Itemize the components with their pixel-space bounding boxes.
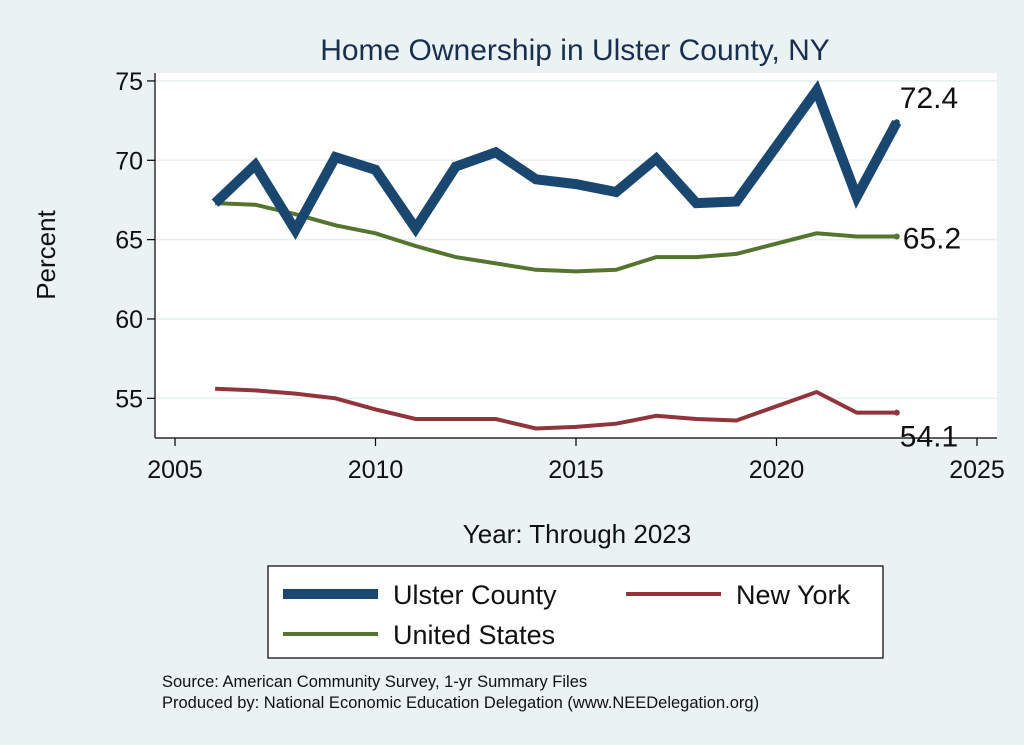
end-label-new-york: 54.1: [900, 421, 958, 454]
chart-title: Home Ownership in Ulster County, NY: [320, 34, 830, 67]
series-lines: [211, 80, 902, 431]
axis-ticks: 55 60 65 70 75 2005 2010 2015 2020 2025: [115, 68, 1005, 484]
y-tick-label: 65: [115, 227, 143, 255]
end-point-new-york: [893, 409, 900, 416]
x-tick-label: 2015: [548, 456, 604, 484]
series-line-ulster-county: [211, 80, 902, 241]
x-tick-label: 2010: [348, 456, 404, 484]
x-tick-label: 2020: [749, 456, 805, 484]
y-tick-label: 60: [115, 306, 143, 334]
x-tick-label: 2005: [147, 456, 203, 484]
x-axis-title: Year: Through 2023: [463, 519, 691, 549]
end-point-ulster-county: [893, 119, 900, 126]
legend-label-new-york: New York: [736, 580, 851, 610]
plot-area: [155, 73, 997, 438]
y-tick-label: 75: [115, 68, 143, 96]
series-line-united-states: [215, 201, 897, 274]
x-tick-label: 2025: [949, 456, 1005, 484]
series-line-new-york: [215, 386, 897, 431]
y-axis-title: Percent: [31, 209, 61, 299]
source-note: Source: American Community Survey, 1-yr …: [162, 673, 587, 691]
y-tick-label: 70: [115, 147, 143, 175]
produced-note: Produced by: National Economic Education…: [162, 694, 759, 712]
legend: Ulster County New York United States: [283, 580, 851, 650]
end-labels: 54.1 65.2 72.4: [893, 82, 961, 454]
end-label-ulster-county: 72.4: [900, 82, 958, 115]
legend-box: [267, 565, 884, 659]
legend-label-ulster-county: Ulster County: [393, 580, 557, 610]
legend-label-united-states: United States: [393, 620, 555, 650]
end-point-united-states: [893, 233, 900, 240]
y-tick-label: 55: [115, 385, 143, 413]
end-label-united-states: 65.2: [903, 222, 961, 255]
